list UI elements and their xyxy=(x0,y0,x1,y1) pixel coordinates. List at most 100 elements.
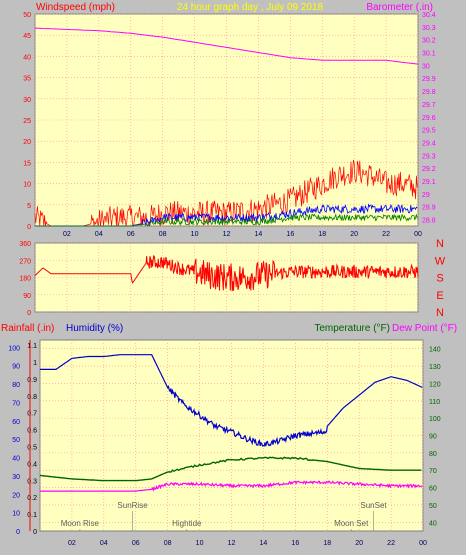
rainfall-y-tick-label: 0.1 xyxy=(27,512,37,519)
barometer-y-tick-label: 29.2 xyxy=(422,166,436,173)
humidity-y-tick-label: 100 xyxy=(8,345,20,352)
lower-x-tick-label: 06 xyxy=(132,540,140,547)
humidity-y-tick-label: 20 xyxy=(12,492,20,499)
wind-low-line xyxy=(35,213,418,228)
rainfall-y-tick-label: 0.4 xyxy=(27,461,37,468)
chart-title: 24 hour graph day , July 09 2018 xyxy=(177,2,324,13)
lower-x-tick-label: 14 xyxy=(260,540,268,547)
temperature-y-tick-label: 110 xyxy=(429,399,440,406)
wind-y-tick-label: 45 xyxy=(23,33,31,40)
temperature-axis-label: Temperature (°F) xyxy=(314,323,390,334)
compass-label: W xyxy=(435,255,446,267)
astro-label: SunRise xyxy=(117,501,148,510)
wind-x-tick-label: 18 xyxy=(318,231,326,238)
wind-y-tick-label: 50 xyxy=(23,12,31,19)
direction-y-ticks: 0 90 180 270 360 xyxy=(19,241,31,317)
lower-x-tick-label: 20 xyxy=(355,540,363,547)
barometer-y-tick-label: 29 xyxy=(422,192,430,199)
humidity-line xyxy=(40,354,423,447)
rainfall-y-tick-label: 0.5 xyxy=(27,444,37,451)
wind-x-tick-label: 00 xyxy=(414,231,422,238)
direction-y-tick-label: 270 xyxy=(19,258,31,265)
wind-x-tick-label: 14 xyxy=(255,231,263,238)
temperature-y-tick-label: 120 xyxy=(429,381,441,388)
temperature-y-tick-label: 50 xyxy=(429,503,437,510)
direction-series xyxy=(34,254,419,292)
wind-y-tick-label: 15 xyxy=(23,160,31,167)
direction-line xyxy=(34,254,419,292)
humidity-y-tick-label: 90 xyxy=(12,364,20,371)
lower-series xyxy=(39,354,423,492)
wind-x-tick-label: 22 xyxy=(382,231,390,238)
wind-x-ticks: 02 04 06 08 10 12 14 16 18 20 22 00 xyxy=(63,231,422,238)
lower-x-tick-label: 10 xyxy=(196,540,204,547)
lower-x-tick-label: 22 xyxy=(387,540,395,547)
wind-x-tick-label: 02 xyxy=(63,231,71,238)
barometer-y-tick-label: 29.6 xyxy=(422,115,436,122)
barometer-y-tick-label: 29.3 xyxy=(422,153,436,160)
wind-x-tick-label: 08 xyxy=(159,231,167,238)
barometer-y-tick-label: 29.4 xyxy=(422,140,436,147)
direction-y-tick-label: 180 xyxy=(19,276,31,283)
compass-label: S xyxy=(436,273,443,285)
wind-x-tick-label: 12 xyxy=(223,231,231,238)
barometer-y-tick-label: 30.3 xyxy=(422,25,436,32)
compass-label: E xyxy=(436,290,443,302)
temperature-y-tick-label: 70 xyxy=(429,468,437,475)
wind-x-tick-label: 20 xyxy=(350,231,358,238)
wind-series xyxy=(34,27,419,228)
rainfall-y-tick-label: 0.2 xyxy=(27,495,37,502)
astro-label: Moon Set xyxy=(334,519,369,528)
humidity-y-tick-label: 10 xyxy=(12,511,20,518)
temperature-y-tick-label: 100 xyxy=(429,416,441,423)
wind-y-tick-label: 20 xyxy=(23,139,31,146)
humidity-y-tick-label: 40 xyxy=(12,456,20,463)
temperature-y-tick-label: 60 xyxy=(429,486,437,493)
barometer-y-tick-label: 29.7 xyxy=(422,102,436,109)
humidity-y-tick-label: 70 xyxy=(12,400,20,407)
lower-x-tick-label: 18 xyxy=(323,540,331,547)
barometer-y-ticks: 28.8 28.9 29 29.1 29.2 29.3 29.4 29.5 29.6 29.7 29… xyxy=(422,12,436,225)
wind-y-tick-label: 25 xyxy=(23,118,31,125)
humidity-y-tick-label: 0 xyxy=(16,529,20,536)
astro-label: Hightide xyxy=(172,519,202,528)
lower-grid xyxy=(39,340,424,531)
wind-gust-line xyxy=(34,159,418,228)
barometer-y-tick-label: 29.5 xyxy=(422,128,436,135)
direction-y-tick-label: 0 xyxy=(27,310,31,317)
humidity-y-tick-label: 80 xyxy=(12,382,20,389)
temperature-y-tick-label: 90 xyxy=(429,434,437,441)
wind-grid xyxy=(34,13,419,227)
astro-label: Moon Rise xyxy=(61,519,100,528)
lower-x-tick-label: 12 xyxy=(228,540,236,547)
barometer-y-tick-label: 29.1 xyxy=(422,179,436,186)
direction-grid xyxy=(34,242,419,313)
astro-label: SunSet xyxy=(360,501,387,510)
wind-y-ticks: 0 5 10 15 20 25 30 35 40 45 50 xyxy=(23,12,31,231)
lower-x-tick-label: 00 xyxy=(419,540,427,547)
wind-x-tick-label: 06 xyxy=(127,231,135,238)
temperature-y-tick-label: 140 xyxy=(429,347,441,354)
humidity-axis-label: Humidity (%) xyxy=(66,323,123,334)
rainfall-y-tick-label: 0.7 xyxy=(27,411,37,418)
lower-x-tick-label: 08 xyxy=(164,540,172,547)
barometer-y-tick-label: 29.9 xyxy=(422,76,436,83)
lower-x-ticks: 02 04 06 08 10 12 14 16 18 20 22 00 xyxy=(68,540,427,547)
barometer-y-tick-label: 28.8 xyxy=(422,218,436,225)
compass-label: N xyxy=(436,307,444,319)
lower-x-tick-label: 16 xyxy=(291,540,299,547)
barometer-y-tick-label: 29.8 xyxy=(422,89,436,96)
temperature-y-tick-label: 40 xyxy=(429,520,437,527)
direction-y-tick-label: 360 xyxy=(19,241,31,248)
temperature-y-tick-label: 80 xyxy=(429,451,437,458)
humidity-y-tick-label: 50 xyxy=(12,437,20,444)
humidity-y-tick-label: 60 xyxy=(12,419,20,426)
wind-y-tick-label: 40 xyxy=(23,54,31,61)
barometer-y-tick-label: 28.9 xyxy=(422,205,436,212)
rainfall-y-tick-label: 1.1 xyxy=(27,343,37,350)
